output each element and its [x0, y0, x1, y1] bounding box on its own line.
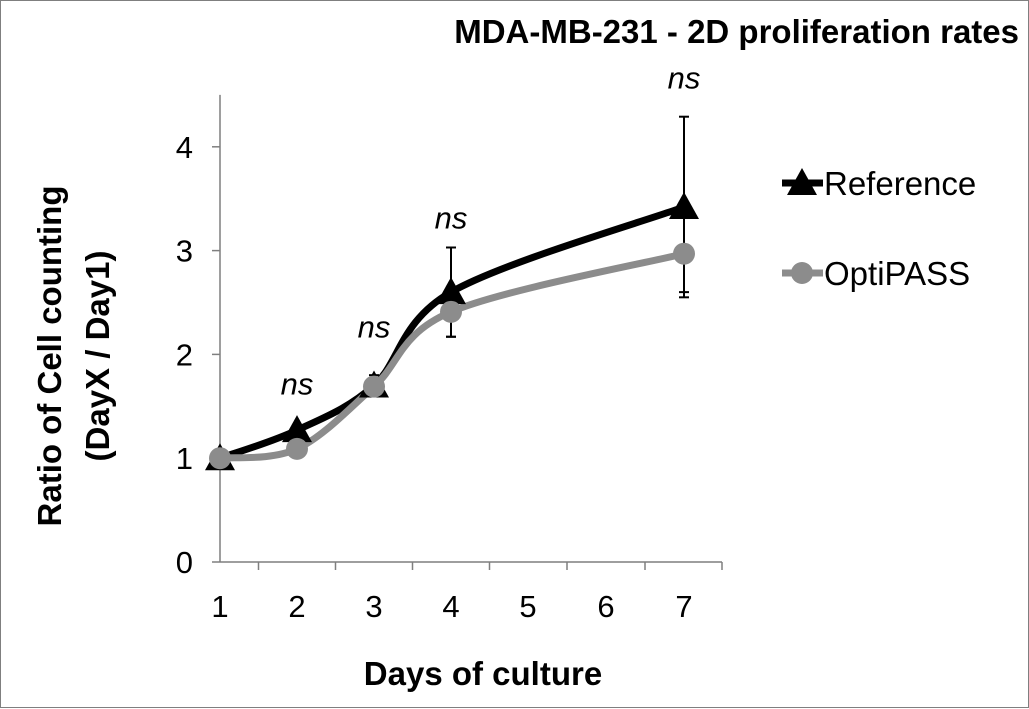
significance-annotation: ns: [668, 60, 701, 95]
data-point-optipass: [363, 375, 385, 398]
x-tick-label: 2: [288, 589, 305, 624]
significance-annotation: ns: [281, 366, 314, 401]
legend-marker-triangle: [787, 168, 817, 195]
x-tick-label: 1: [211, 589, 228, 624]
y-axis-title-line-1: Ratio of Cell counting: [31, 186, 68, 527]
significance-annotation: ns: [358, 309, 391, 344]
legend-label: OptiPASS: [824, 255, 970, 292]
x-axis-title: Days of culture: [364, 655, 602, 692]
legend-marker-circle: [791, 262, 813, 284]
y-axis-title-line-2: (DayX / Day1): [79, 251, 116, 462]
x-tick-label: 5: [519, 589, 536, 624]
y-tick-label: 2: [176, 337, 193, 372]
y-tick-label: 1: [176, 441, 193, 476]
x-tick-label: 7: [675, 589, 692, 624]
y-tick-label: 0: [176, 545, 193, 580]
significance-annotation: ns: [435, 200, 468, 235]
x-tick-label: 3: [365, 589, 382, 624]
x-tick-label: 6: [597, 589, 614, 624]
data-point-optipass: [440, 300, 462, 323]
chart-title: MDA-MB-231 - 2D proliferation rates: [454, 13, 1019, 50]
data-point-reference: [436, 277, 466, 305]
legend-label: Reference: [824, 165, 976, 202]
y-tick-label: 4: [176, 130, 193, 165]
data-point-optipass: [286, 437, 308, 460]
legend: Reference OptiPASS: [782, 165, 976, 292]
data-point-optipass: [673, 242, 695, 265]
data-point-reference: [282, 415, 312, 443]
data-point-optipass: [209, 447, 231, 470]
x-tick-label: 4: [442, 589, 459, 624]
plot-area: ns ns ns ns: [205, 60, 701, 471]
y-tick-label: 3: [176, 234, 193, 269]
data-point-reference: [669, 192, 699, 220]
